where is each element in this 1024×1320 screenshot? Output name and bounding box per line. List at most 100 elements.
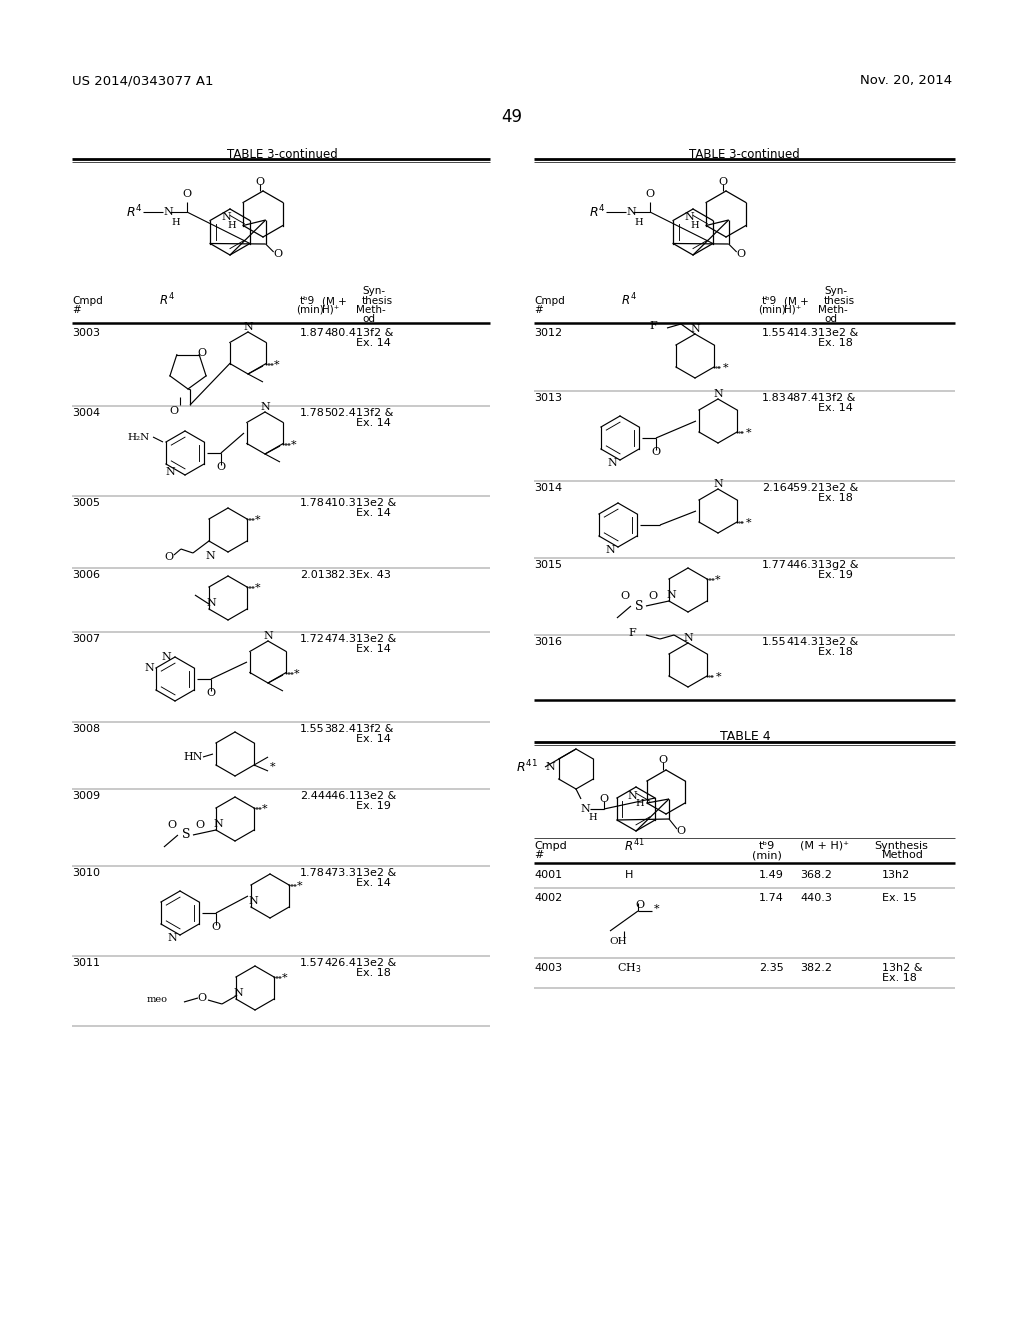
Text: N: N (243, 322, 253, 333)
Text: 382.4: 382.4 (324, 723, 356, 734)
Text: 13e2 &: 13e2 & (356, 869, 396, 878)
Text: Ex. 18: Ex. 18 (882, 973, 916, 983)
Text: H: H (690, 220, 699, 230)
Text: $\mathit{R}^4$: $\mathit{R}^4$ (127, 203, 143, 220)
Text: od: od (824, 314, 837, 323)
Text: (M +: (M + (784, 296, 809, 306)
Text: Ex. 18: Ex. 18 (818, 647, 853, 657)
Text: N: N (713, 479, 723, 488)
Text: N: N (163, 207, 173, 216)
Text: O: O (169, 407, 178, 416)
Text: H: H (227, 220, 237, 230)
Text: 3008: 3008 (72, 723, 100, 734)
Text: 1.55: 1.55 (762, 327, 786, 338)
Text: (M +: (M + (322, 296, 347, 306)
Text: Syn-: Syn- (362, 286, 385, 296)
Text: #: # (534, 850, 544, 861)
Text: 3005: 3005 (72, 498, 100, 508)
Text: CH$_3$: CH$_3$ (616, 961, 641, 975)
Text: 440.3: 440.3 (800, 894, 831, 903)
Text: 49: 49 (502, 108, 522, 125)
Text: O: O (196, 820, 205, 830)
Text: Cmpd: Cmpd (534, 841, 566, 851)
Text: H: H (634, 218, 643, 227)
Text: N: N (144, 663, 154, 673)
Text: 1.83: 1.83 (762, 393, 786, 403)
Text: O: O (651, 447, 660, 457)
Text: 414.3: 414.3 (786, 638, 818, 647)
Text: 3014: 3014 (534, 483, 562, 492)
Text: 3006: 3006 (72, 570, 100, 579)
Text: (min): (min) (758, 305, 785, 315)
Text: O: O (255, 177, 264, 187)
Text: O: O (216, 462, 225, 473)
Text: 13e2 &: 13e2 & (356, 958, 396, 968)
Text: O: O (198, 993, 207, 1003)
Text: O: O (599, 795, 608, 804)
Text: N: N (206, 598, 216, 609)
Text: #: # (534, 305, 543, 315)
Text: H)⁺: H)⁺ (322, 305, 339, 315)
Text: Ex. 14: Ex. 14 (818, 403, 853, 413)
Text: 13f2 &: 13f2 & (356, 408, 393, 418)
Text: Synthesis: Synthesis (874, 841, 928, 851)
Text: 13h2: 13h2 (882, 870, 910, 880)
Text: 1.55: 1.55 (762, 638, 786, 647)
Text: N: N (607, 458, 616, 469)
Text: 3013: 3013 (534, 393, 562, 403)
Text: 1.78: 1.78 (300, 869, 325, 878)
Text: N: N (684, 213, 694, 222)
Text: Cmpd: Cmpd (534, 296, 565, 306)
Text: US 2014/0343077 A1: US 2014/0343077 A1 (72, 74, 213, 87)
Text: *: * (262, 804, 267, 814)
Text: N: N (627, 791, 637, 801)
Text: TABLE 4: TABLE 4 (720, 730, 770, 743)
Text: Ex. 19: Ex. 19 (818, 570, 853, 579)
Text: 13h2 &: 13h2 & (882, 964, 923, 973)
Text: 414.3: 414.3 (786, 327, 818, 338)
Text: N: N (213, 818, 223, 829)
Text: O: O (165, 552, 173, 562)
Text: $R^4$: $R^4$ (159, 292, 175, 309)
Text: (M + H)⁺: (M + H)⁺ (800, 841, 849, 851)
Text: Ex. 14: Ex. 14 (356, 644, 391, 653)
Text: 1.72: 1.72 (300, 634, 325, 644)
Text: *: * (270, 762, 275, 772)
Text: 3010: 3010 (72, 869, 100, 878)
Text: 13f2 &: 13f2 & (818, 393, 855, 403)
Text: *: * (255, 583, 261, 593)
Text: Ex. 19: Ex. 19 (356, 801, 391, 810)
Text: N: N (666, 590, 676, 601)
Text: Meth-: Meth- (818, 305, 848, 315)
Text: N: N (580, 804, 590, 814)
Text: H: H (588, 813, 597, 821)
Text: 2.16: 2.16 (762, 483, 786, 492)
Text: N: N (626, 207, 636, 216)
Text: 3004: 3004 (72, 408, 100, 418)
Text: 446.1: 446.1 (324, 791, 356, 801)
Text: *: * (255, 515, 261, 525)
Text: 13e2 &: 13e2 & (818, 638, 858, 647)
Text: Ex. 15: Ex. 15 (882, 894, 916, 903)
Text: 3015: 3015 (534, 560, 562, 570)
Text: N: N (221, 213, 230, 222)
Text: *: * (291, 440, 297, 450)
Text: 502.4: 502.4 (324, 408, 356, 418)
Text: 474.3: 474.3 (324, 634, 356, 644)
Text: tᵇ9: tᵇ9 (762, 296, 777, 306)
Text: 4003: 4003 (534, 964, 562, 973)
Text: Meth-: Meth- (356, 305, 386, 315)
Text: Ex. 14: Ex. 14 (356, 734, 391, 744)
Text: 3003: 3003 (72, 327, 100, 338)
Text: F: F (649, 321, 657, 331)
Text: N: N (233, 987, 243, 998)
Text: O: O (719, 177, 728, 187)
Text: O: O (677, 826, 685, 836)
Text: O: O (182, 189, 191, 199)
Text: meo: meo (147, 995, 168, 1005)
Text: 3011: 3011 (72, 958, 100, 968)
Text: O: O (658, 755, 668, 766)
Text: 473.3: 473.3 (324, 869, 356, 878)
Text: HN: HN (183, 752, 203, 762)
Text: 13e2 &: 13e2 & (356, 634, 396, 644)
